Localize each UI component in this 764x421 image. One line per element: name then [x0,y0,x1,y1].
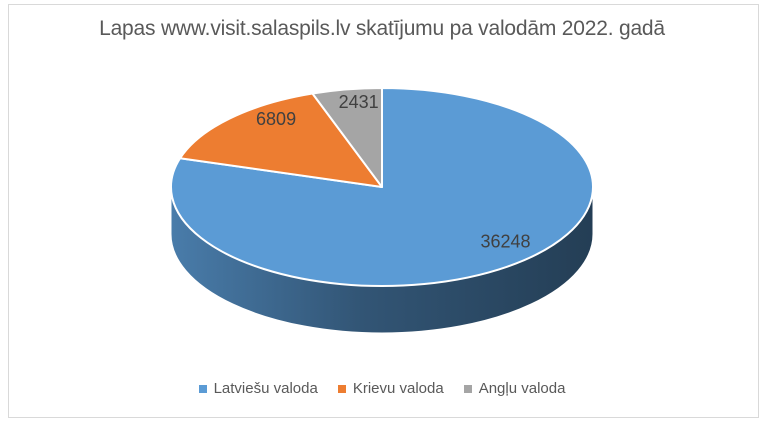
legend-marker-krievu-valoda [337,384,346,393]
pie-slice-latviesu-valoda[interactable] [170,87,594,287]
legend-label: Latviešu valoda [213,380,318,397]
legend-marker-anglu-valoda [463,384,472,393]
chart-title: Lapas www.visit.salaspils.lv skatījumu p… [99,17,665,40]
legend: Latviešu valoda Krievu valoda Angļu valoda [0,380,764,397]
legend-item-krievu-valoda[interactable]: Krievu valoda [337,380,444,397]
data-label-latviesu-valoda: 36248 [481,231,531,251]
data-label-anglu-valoda: 2431 [339,92,379,112]
data-label-krievu-valoda: 6809 [256,109,296,129]
legend-label: Krievu valoda [352,380,444,397]
pie-slice-anglu-valoda[interactable] [311,87,383,188]
legend-item-latviesu-valoda[interactable]: Latviešu valoda [198,380,318,397]
legend-label: Angļu valoda [478,380,566,397]
pie-slice-krievu-valoda[interactable] [179,92,383,188]
legend-item-anglu-valoda[interactable]: Angļu valoda [463,380,566,397]
legend-marker-latviesu-valoda [198,384,207,393]
